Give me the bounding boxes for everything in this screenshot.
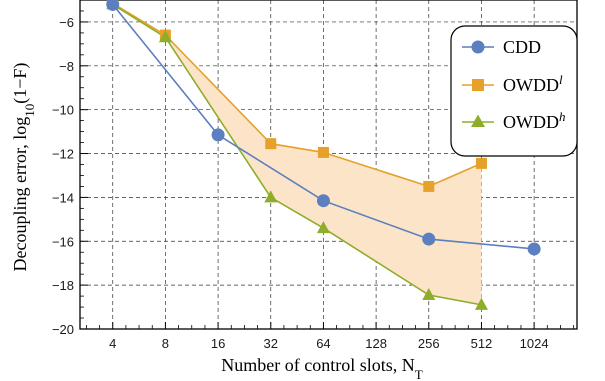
- data-point-owdd-l-64: [317, 146, 329, 158]
- data-point-cdd-4: [106, 0, 120, 11]
- legend-item-owdd-h: OWDDh: [462, 109, 566, 132]
- data-point-owdd-l-32: [265, 138, 277, 150]
- data-point-owdd-l-512: [475, 157, 487, 169]
- shaded-region-owdd: [112, 3, 482, 305]
- data-point-cdd-256: [422, 232, 436, 246]
- legend-marker-owdd-h: [471, 114, 485, 127]
- x-tick-label-512: 512: [471, 336, 493, 351]
- data-point-cdd-1024: [527, 242, 541, 256]
- legend-marker-cdd: [471, 40, 485, 54]
- data-point-owdd-h-32: [264, 190, 278, 203]
- legend-item-cdd: CDD: [462, 37, 541, 57]
- legend-label-owdd-l: OWDDl: [503, 72, 563, 95]
- legend-label-cdd: CDD: [503, 37, 541, 57]
- data-point-owdd-h-512: [474, 297, 488, 310]
- y-tick-label-8: −8: [59, 59, 74, 74]
- y-tick-label-20: −20: [52, 322, 74, 337]
- data-point-owdd-h-256: [422, 288, 436, 301]
- y-tick-label-18: −18: [52, 278, 74, 293]
- x-tick-label-16: 16: [211, 336, 225, 351]
- series-markers: [106, 0, 541, 310]
- y-tick-label-12: −12: [52, 147, 74, 162]
- data-point-owdd-l-256: [423, 180, 435, 192]
- y-tick-label-14: −14: [52, 190, 74, 205]
- x-tick-label-1024: 1024: [520, 336, 549, 351]
- series-line-owdd-l: [112, 2, 482, 188]
- x-tick-label-64: 64: [316, 336, 330, 351]
- x-axis-title: Number of control slots, NT: [221, 355, 422, 381]
- legend-marker-owdd-l: [472, 79, 484, 91]
- legend: CDD OWDDl OWDDh: [450, 25, 578, 157]
- axis-ticks: 4 8 16 32 64 128 256 512 1024 −6 −8 −10 −12 −14 −16 −18…: [52, 0, 575, 351]
- x-tick-label-256: 256: [418, 336, 440, 351]
- y-axis-title: Decoupling error, log10(1−F): [10, 63, 37, 272]
- x-tick-label-4: 4: [109, 336, 116, 351]
- data-point-cdd-16: [211, 128, 225, 142]
- data-point-owdd-h-8: [158, 30, 172, 43]
- y-tick-label-16: −16: [52, 234, 74, 249]
- data-point-owdd-h-64: [316, 221, 330, 234]
- data-point-cdd-64: [316, 194, 330, 208]
- y-tick-label-6: −6: [59, 15, 74, 30]
- legend-item-owdd-l: OWDDl: [462, 72, 563, 95]
- x-tick-label-32: 32: [264, 336, 278, 351]
- x-tick-label-128: 128: [365, 336, 387, 351]
- legend-label-owdd-h: OWDDh: [503, 109, 566, 132]
- series-line-owdd-h: [112, 3, 482, 306]
- x-tick-label-8: 8: [162, 336, 169, 351]
- y-tick-label-10: −10: [52, 103, 74, 118]
